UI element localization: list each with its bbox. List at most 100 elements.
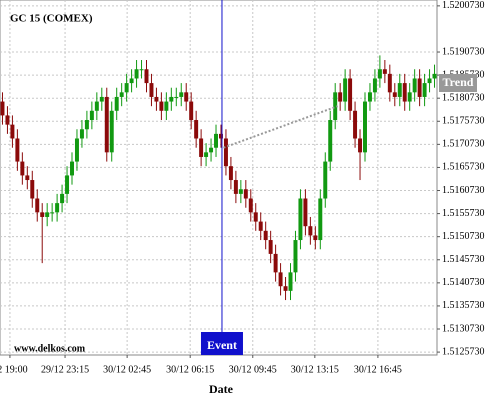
candle-body <box>228 166 233 181</box>
candle-body <box>273 253 278 273</box>
candle-body <box>397 83 402 97</box>
candle-body <box>263 230 268 241</box>
candle-body <box>119 92 124 97</box>
trend-line <box>223 105 339 149</box>
candle-body <box>377 69 382 79</box>
candle-body <box>318 198 323 241</box>
candle-body <box>223 138 228 167</box>
candle-body <box>154 96 159 102</box>
candle-body <box>129 78 134 84</box>
candle-body <box>89 110 94 121</box>
y-tick-label: 1.5180730 <box>442 92 485 103</box>
candle-body <box>164 101 169 111</box>
candle-body <box>204 152 209 157</box>
axes: 1.5125730 1.5130730 1.5135730 1.5140730 1.51… <box>0 0 485 375</box>
y-tick-label: 1.5155730 <box>442 208 485 219</box>
candle-body <box>313 235 318 241</box>
event-label-box <box>200 332 243 355</box>
candle-body <box>382 69 387 74</box>
candle-body <box>407 92 412 102</box>
x-tick-label: 30/12 09:45 <box>229 364 277 375</box>
candle-body <box>5 115 10 125</box>
candle-body <box>189 101 194 121</box>
candle-body <box>149 83 154 97</box>
y-tick-label: 1.5130730 <box>442 323 485 334</box>
candle-body <box>209 147 214 153</box>
candle-body <box>278 272 283 287</box>
trend-label-box <box>439 74 477 92</box>
watermark: www.delkos.com <box>14 343 86 354</box>
candle-body <box>55 203 60 213</box>
candle-body <box>348 78 353 111</box>
y-tick-label: 1.5170730 <box>442 139 485 150</box>
candle-body <box>79 129 84 139</box>
y-tick-label: 1.5150730 <box>442 231 485 242</box>
candle-body <box>283 286 288 291</box>
candle-body <box>268 240 273 254</box>
candle-body <box>417 78 422 97</box>
candle-body <box>323 161 328 199</box>
candle-body <box>412 78 417 93</box>
y-tick-label: 1.5140730 <box>442 277 485 288</box>
candle-body <box>15 138 20 162</box>
y-tick-label: 1.5135730 <box>442 300 485 311</box>
candle-body <box>94 101 99 111</box>
y-tick-label: 1.5200730 <box>442 0 485 11</box>
candle-body <box>114 96 119 111</box>
candle-body <box>233 180 238 194</box>
y-tick-label: 1.5145730 <box>442 254 485 265</box>
candle-body <box>248 198 253 213</box>
candle-body <box>184 92 189 102</box>
x-tick-label: 30/12 02:45 <box>103 364 151 375</box>
candle-body <box>367 92 372 102</box>
candle-body <box>30 180 35 199</box>
candle-body <box>99 96 104 102</box>
candle-body <box>328 120 333 162</box>
candle-body <box>10 124 15 139</box>
candle-body <box>74 138 79 162</box>
candle-body <box>169 96 174 102</box>
y-tick-label: 1.5190730 <box>442 46 485 57</box>
candle-body <box>353 110 358 139</box>
candle-body <box>139 69 144 71</box>
candle-body <box>288 272 293 291</box>
candle-body <box>363 101 367 153</box>
candle-body <box>60 193 65 204</box>
plot-area <box>0 0 438 356</box>
candle-body <box>159 101 164 111</box>
candle-body <box>372 78 377 93</box>
candle-body <box>214 133 219 148</box>
candle-body <box>199 138 204 157</box>
candle-body <box>109 110 114 153</box>
candle-body <box>333 92 338 121</box>
candle-body <box>338 92 343 102</box>
y-tick-label: 1.5125730 <box>442 346 485 357</box>
candle-body <box>65 175 70 194</box>
y-tick-label: 1.5160730 <box>442 185 485 196</box>
event-label: Event <box>207 338 237 352</box>
candle-body <box>0 101 5 116</box>
trend-label: Trend <box>443 75 474 89</box>
candle-body <box>343 78 348 102</box>
candle-body <box>194 120 199 139</box>
candle-body <box>218 133 223 139</box>
candle-body <box>243 189 248 199</box>
candle-body <box>134 69 139 79</box>
candle-body <box>50 212 55 214</box>
x-tick-label: 29/12 23:15 <box>41 364 89 375</box>
candle-body <box>35 198 40 213</box>
candle-body <box>253 212 258 222</box>
candle-body <box>40 212 45 217</box>
candle-body <box>358 138 363 153</box>
candle-body <box>402 83 407 102</box>
candle-body <box>45 212 50 217</box>
candle-body <box>258 221 263 231</box>
x-tick-label: 30/12 06:15 <box>166 364 214 375</box>
y-tick-label: 1.5165730 <box>442 162 485 173</box>
candle-body <box>298 198 303 241</box>
candle-body <box>432 73 437 79</box>
candle-body <box>174 96 179 98</box>
candle-body <box>392 92 397 97</box>
candle-body <box>238 189 243 194</box>
